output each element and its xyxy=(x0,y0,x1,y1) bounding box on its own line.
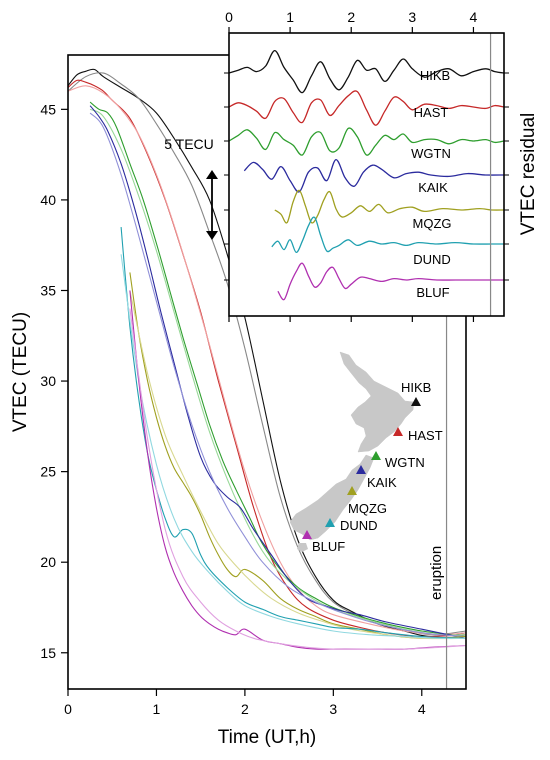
station-marker-hikb xyxy=(411,397,421,406)
main-y-axis-label: VTEC (TECU) xyxy=(10,312,31,432)
main-series-line-mqzg-8 xyxy=(129,272,467,639)
main-x-tick-label: 4 xyxy=(418,701,426,717)
main-x-axis-label: Time (UT,h) xyxy=(218,727,317,748)
map-stations-group: HIKB HAST WGTN KAIK MQZG DUND BLUF xyxy=(302,380,443,554)
nz-map: HIKB HAST WGTN KAIK MQZG DUND BLUF xyxy=(289,351,443,554)
main-x-tick-label: 0 xyxy=(64,701,72,717)
main-series-line-wgtn-5 xyxy=(89,108,467,636)
main-chart: 0 1 2 3 4 15 20 25 30 35 40 45 eruption Time (UT,h)… xyxy=(10,54,467,748)
main-y-tick-label: 20 xyxy=(40,554,56,570)
station-marker-mqzg xyxy=(347,486,357,495)
station-label-dund: DUND xyxy=(340,518,378,533)
inset-series-label-wgtn: WGTN xyxy=(411,146,451,161)
scale-bar-label: 5 TECU xyxy=(164,136,214,152)
station-label-kaik: KAIK xyxy=(367,475,397,490)
inset-series-label-mqzg: MQZG xyxy=(413,216,452,231)
main-x-tick-label: 1 xyxy=(153,701,161,717)
inset-x-tick-label: 4 xyxy=(470,9,478,25)
scale-bar: 5 TECU xyxy=(164,136,218,240)
inset-series-line-mqzg xyxy=(274,189,505,224)
inset-y-axis-label: VTEC residual xyxy=(518,113,539,236)
main-y-tick-label: 30 xyxy=(40,373,56,389)
inset-series-line-bluf xyxy=(277,262,504,301)
eruption-label: eruption xyxy=(428,546,445,600)
inset-chart: HIKB HAST WGTN KAIK MQZG DUND BLUF 0 1 2 3 4 VTEC … xyxy=(164,9,539,322)
inset-series-label-bluf: BLUF xyxy=(416,285,449,300)
main-series-line-bluf-13 xyxy=(129,308,467,650)
main-y-tick-label: 35 xyxy=(40,282,56,298)
inset-x-tick-label: 2 xyxy=(347,9,355,25)
main-x-tick-label: 2 xyxy=(241,701,249,717)
main-series-line-mqzg-9 xyxy=(129,290,467,640)
station-label-hikb: HIKB xyxy=(401,380,431,395)
station-label-bluf: BLUF xyxy=(312,539,345,554)
north-island-shape xyxy=(339,351,415,453)
station-marker-hast xyxy=(393,427,403,436)
inset-series-label-hast: HAST xyxy=(414,105,449,120)
inset-series-line-dund xyxy=(271,216,504,254)
main-series-group xyxy=(67,68,467,650)
station-marker-kaik xyxy=(356,465,366,474)
main-series-line-dund-11 xyxy=(120,254,467,639)
inset-series-line-wgtn xyxy=(228,127,505,156)
main-series-line-kaik-7 xyxy=(89,112,467,638)
main-y-tick-label: 40 xyxy=(40,192,56,208)
main-y-tick-label: 25 xyxy=(40,464,56,480)
main-ticks-group: 0 1 2 3 4 15 20 25 30 35 40 45 xyxy=(40,101,425,717)
inset-x-tick-label: 0 xyxy=(225,9,233,25)
main-series-line-kaik-6 xyxy=(89,105,467,639)
station-marker-dund xyxy=(325,518,335,527)
inset-series-label-dund: DUND xyxy=(413,252,451,267)
inset-x-tick-label: 1 xyxy=(286,9,294,25)
inset-series-line-hast xyxy=(228,90,505,126)
inset-series-group: HIKB HAST WGTN KAIK MQZG DUND BLUF xyxy=(228,49,505,301)
south-island-shape xyxy=(289,454,375,541)
stewart-island-shape xyxy=(297,543,308,552)
inset-series-line-kaik xyxy=(243,158,505,193)
inset-series-line-hikb xyxy=(228,49,505,94)
scale-bar-arrow-bottom xyxy=(206,231,218,240)
inset-series-label-hikb: HIKB xyxy=(420,68,450,83)
station-marker-wgtn xyxy=(371,451,381,460)
main-y-tick-label: 45 xyxy=(40,101,56,117)
inset-ticks-group: 0 1 2 3 4 xyxy=(224,9,509,322)
main-x-tick-label: 3 xyxy=(329,701,337,717)
station-label-hast: HAST xyxy=(408,428,443,443)
inset-x-tick-label: 3 xyxy=(408,9,416,25)
station-label-mqzg: MQZG xyxy=(348,501,387,516)
main-series-line-hast-3 xyxy=(67,85,467,636)
inset-plot-frame xyxy=(228,32,505,317)
station-marker-bluf xyxy=(302,530,312,539)
inset-series-label-kaik: KAIK xyxy=(418,180,448,195)
main-y-tick-label: 15 xyxy=(40,645,56,661)
scale-bar-arrow-top xyxy=(206,170,218,179)
station-label-wgtn: WGTN xyxy=(385,455,425,470)
